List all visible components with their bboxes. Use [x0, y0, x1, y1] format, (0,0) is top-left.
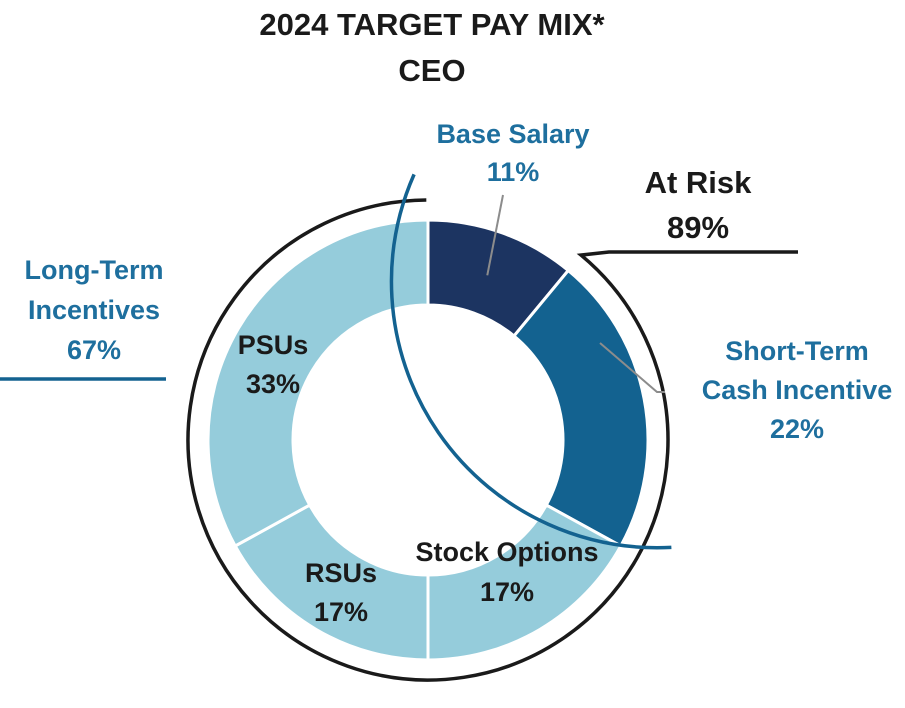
leader-lines [486, 194, 665, 393]
slice-stock-options [426, 503, 623, 662]
label-psus: PSUs 33% [238, 330, 309, 399]
group-brackets [0, 173, 798, 682]
slice-short-term-cash-incentive [511, 268, 650, 549]
leader-short-term-cash-incentive [599, 342, 665, 393]
bracket-at-risk [186, 198, 798, 682]
label-rsus: RSUs 17% [305, 558, 377, 627]
bracket-long-term-incentives [389, 173, 672, 550]
chart-title: 2024 TARGET PAY MIX* [259, 7, 605, 42]
data-labels: Base Salary 11% Short-Term Cash Incentive 22… [25, 119, 893, 627]
chart-subtitle: CEO [398, 53, 465, 88]
label-short-term-cash-incentive: Short-Term Cash Incentive 22% [702, 336, 893, 444]
label-stock-options: Stock Options 17% [415, 537, 598, 607]
slice-rsus [233, 503, 430, 662]
donut-slices [206, 218, 650, 662]
slice-psus [206, 218, 430, 549]
leader-base-salary [486, 194, 504, 276]
label-long-term-incentives: Long-Term Incentives 67% [25, 255, 164, 365]
label-base-salary: Base Salary 11% [436, 119, 589, 187]
label-at-risk: At Risk 89% [645, 165, 753, 245]
